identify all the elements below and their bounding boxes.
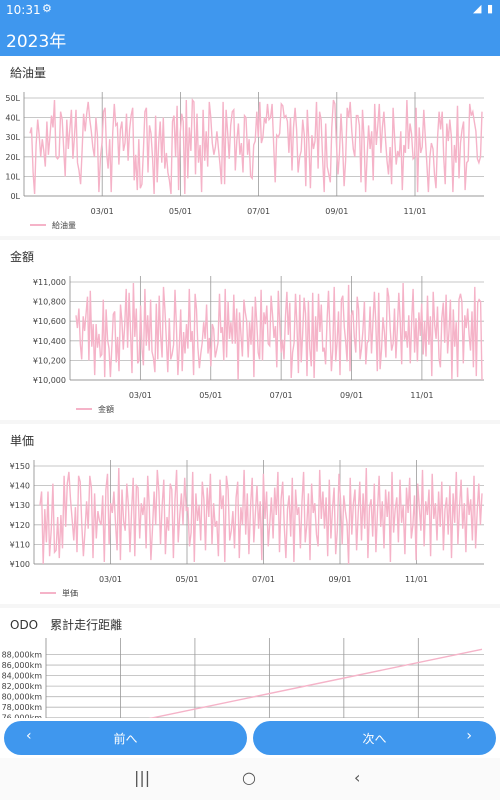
- x-tick-label: 07/01: [252, 575, 275, 584]
- y-tick-label: ¥10,600: [33, 317, 66, 326]
- gear-icon: ⚙: [42, 2, 52, 15]
- y-tick-label: 80,000km: [2, 693, 43, 702]
- prev-button[interactable]: ‹ 前へ: [4, 721, 247, 755]
- y-tick-label: ¥130: [10, 501, 30, 510]
- y-tick-label: 40L: [5, 114, 20, 123]
- x-tick-label: 09/01: [340, 391, 363, 400]
- chevron-left-icon: ‹: [26, 728, 32, 744]
- prev-button-label: 前へ: [113, 732, 138, 746]
- x-tick-label: 11/01: [405, 575, 428, 584]
- next-button-label: 次へ: [362, 732, 387, 746]
- x-tick-label: 09/01: [325, 207, 348, 216]
- y-tick-label: 20L: [5, 153, 20, 162]
- y-tick-label: 50L: [5, 94, 20, 103]
- y-tick-label: 86,000km: [2, 661, 43, 670]
- x-tick-label: 09/01: [328, 575, 351, 584]
- x-tick-label: 05/01: [169, 207, 192, 216]
- unit-price-chart: ¥100 ¥110 ¥120 ¥130 ¥140 ¥150 03/01 05/01 07/01 0…: [10, 460, 484, 598]
- y-tick-label: ¥120: [10, 521, 30, 530]
- status-time: 10:31: [6, 3, 41, 17]
- y-tick-label: ¥10,400: [33, 337, 66, 346]
- y-tick-label: 10L: [5, 172, 20, 181]
- y-tick-label: 82,000km: [2, 682, 43, 691]
- y-tick-label: 0L: [10, 192, 20, 201]
- fuel-chart: 0L 10L 20L 30L 40L 50L 03/01 05/01 07/01 09/01 11/…: [5, 92, 484, 230]
- legend-label: 金額: [98, 404, 114, 414]
- y-tick-label: 78,000km: [2, 703, 43, 712]
- y-tick-label: 88,000km: [2, 651, 43, 660]
- y-tick-label: 84,000km: [2, 672, 43, 681]
- y-tick-label: 30L: [5, 133, 20, 142]
- amount-chart: ¥10,000 ¥10,200 ¥10,400 ¥10,600 ¥10,800 ¥11,0…: [33, 276, 484, 414]
- content-scroll[interactable]: 給油量 0L 10L 20L 30L 40L 50L 03/01 05/01 07/01 09/0…: [0, 56, 500, 720]
- next-button[interactable]: 次へ ›: [253, 721, 496, 755]
- app-title: 2023年: [6, 32, 67, 52]
- x-tick-label: 03/01: [129, 391, 152, 400]
- series-line: [29, 98, 483, 195]
- legend-label: 単価: [62, 588, 78, 598]
- y-tick-label: ¥10,000: [33, 376, 66, 385]
- series-line: [75, 282, 483, 380]
- series-line: [138, 648, 483, 720]
- app-bar: 2023年: [0, 20, 500, 56]
- legend-label: 給油量: [52, 220, 76, 230]
- system-nav-bar: ||| ○ ‹: [0, 758, 500, 800]
- fuel-card: 給油量 0L 10L 20L 30L 40L 50L 03/01 05/01 07/01 09/0…: [0, 56, 500, 236]
- chevron-right-icon: ›: [466, 728, 472, 744]
- y-tick-label: ¥10,800: [33, 298, 66, 307]
- amount-section-title: 金額: [10, 250, 35, 264]
- y-tick-label: ¥110: [10, 540, 30, 549]
- unit-price-card: 単価 ¥100 ¥110 ¥120 ¥130 ¥140 ¥150 03/01 05/01 07/…: [0, 424, 500, 604]
- odo-section-title: ODO 累計走行距離: [10, 618, 123, 632]
- x-tick-label: 03/01: [91, 207, 114, 216]
- odo-card: ODO 累計走行距離 76,000km 78,000km 80,000km 82,00…: [0, 608, 500, 720]
- status-right-icons: ◢ ▮: [472, 2, 494, 15]
- fuel-section-title: 給油量: [10, 66, 47, 80]
- status-bar: 10:31 ⚙ ◢ ▮: [0, 0, 500, 20]
- y-tick-label: ¥10,200: [33, 356, 66, 365]
- x-tick-label: 05/01: [199, 391, 222, 400]
- unit-price-section-title: 単価: [10, 434, 35, 448]
- x-tick-label: 11/01: [410, 391, 433, 400]
- y-tick-label: ¥100: [10, 560, 30, 569]
- y-tick-label: ¥140: [10, 482, 30, 491]
- series-line: [39, 467, 483, 564]
- x-tick-label: 05/01: [175, 575, 198, 584]
- y-tick-label: ¥11,000: [33, 278, 66, 287]
- home-icon[interactable]: ○: [242, 768, 256, 787]
- x-tick-label: 03/01: [99, 575, 122, 584]
- x-tick-label: 07/01: [270, 391, 293, 400]
- bottom-button-bar: ‹ 前へ 次へ ›: [0, 718, 500, 758]
- y-tick-label: ¥150: [10, 462, 30, 471]
- x-tick-label: 11/01: [403, 207, 426, 216]
- x-tick-label: 07/01: [247, 207, 270, 216]
- back-icon[interactable]: ‹: [354, 768, 361, 787]
- y-tick-label: 76,000km: [2, 714, 43, 720]
- amount-card: 金額 ¥10,000 ¥10,200 ¥10,400 ¥10,600 ¥10,800 ¥1…: [0, 240, 500, 420]
- recent-apps-icon[interactable]: |||: [134, 768, 151, 787]
